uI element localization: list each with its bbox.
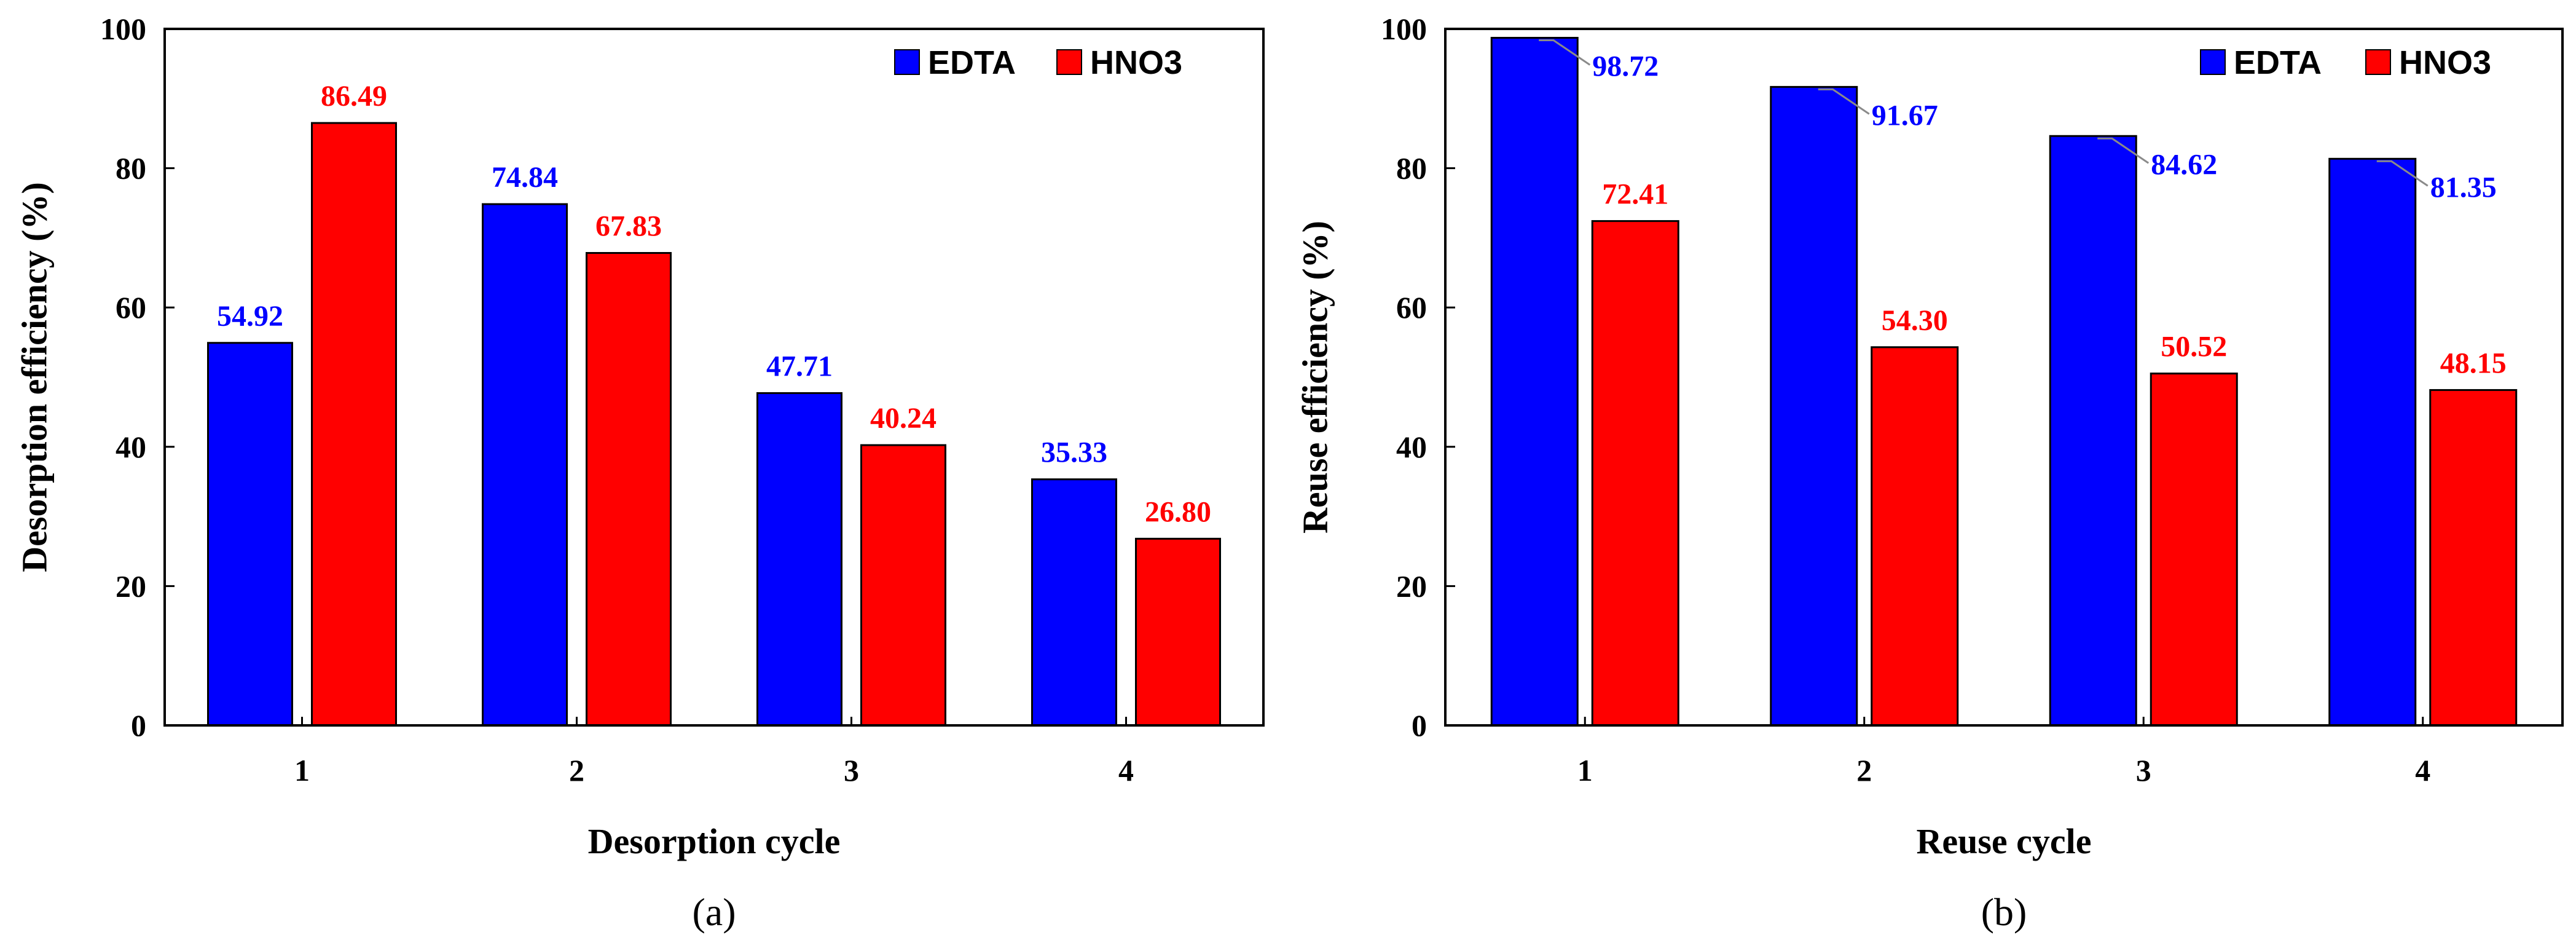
x-tick-label-4: 4 xyxy=(1118,753,1134,787)
bar-edta-1 xyxy=(1490,37,1579,727)
plot-frame xyxy=(1444,28,2564,727)
data-label-edta-3: 47.71 xyxy=(766,350,833,382)
leader-line-3 xyxy=(2097,137,2150,164)
x-tick-label-1: 1 xyxy=(294,753,310,787)
bar-hno3-3 xyxy=(2150,373,2238,727)
bar-hno3-3 xyxy=(860,444,946,727)
bar-hno3-1 xyxy=(1591,220,1679,727)
chart-panel-b: 98.7272.41191.6754.30284.6250.52381.3548… xyxy=(1295,12,2564,934)
y-tick-label-100: 100 xyxy=(1381,12,1427,46)
x-tick-label-3: 3 xyxy=(2136,753,2151,787)
legend-swatch-edta xyxy=(894,49,920,75)
legend-swatch-hno3 xyxy=(2365,49,2391,75)
y-tick-label-0: 0 xyxy=(1412,708,1427,743)
data-label-hno3-4: 26.80 xyxy=(1145,495,1211,528)
y-tick-label-40: 40 xyxy=(116,430,146,464)
x-tick-label-4: 4 xyxy=(2415,753,2430,787)
bar-edta-4 xyxy=(1031,478,1117,727)
y-axis-label: Reuse efficiency (%) xyxy=(1295,221,1335,534)
bar-hno3-1 xyxy=(311,122,397,727)
leader-line-4 xyxy=(2376,160,2429,187)
bar-hno3-4 xyxy=(1135,537,1221,727)
legend-label-edta: EDTA xyxy=(2234,44,2322,81)
legend-label-hno3: HNO3 xyxy=(1090,44,1182,81)
x-axis-label: Reuse cycle xyxy=(1916,821,2091,861)
y-tick-label-20: 20 xyxy=(116,569,146,603)
panel-label: (b) xyxy=(1981,890,2027,934)
panel-label: (a) xyxy=(692,890,736,934)
data-label-edta-4: 35.33 xyxy=(1041,436,1107,469)
bar-edta-2 xyxy=(482,203,568,727)
x-tick-label-2: 2 xyxy=(569,753,584,787)
y-tick-label-100: 100 xyxy=(100,12,146,46)
y-tick-label-80: 80 xyxy=(116,151,146,186)
bar-edta-3 xyxy=(756,392,842,727)
y-axis-label: Desorption efficiency (%) xyxy=(14,182,54,572)
y-tick-label-80: 80 xyxy=(1396,151,1427,186)
x-tick-label-2: 2 xyxy=(1856,753,1872,787)
y-tick-label-20: 20 xyxy=(1396,569,1427,603)
legend-label-hno3: HNO3 xyxy=(2399,44,2491,81)
data-label-hno3-2: 54.30 xyxy=(1882,304,1948,337)
data-label-edta-1: 54.92 xyxy=(217,300,283,333)
x-tick-label-3: 3 xyxy=(844,753,859,787)
bar-edta-1 xyxy=(207,342,293,727)
bar-hno3-2 xyxy=(1871,346,1959,727)
data-label-hno3-1: 86.49 xyxy=(321,80,387,112)
data-label-hno3-2: 67.83 xyxy=(595,210,662,242)
x-tick-label-1: 1 xyxy=(1577,753,1593,787)
data-label-edta-2: 91.67 xyxy=(1872,99,1938,132)
y-tick-label-0: 0 xyxy=(131,708,146,743)
bar-hno3-4 xyxy=(2429,389,2518,727)
plot-frame xyxy=(163,28,1265,727)
data-label-hno3-3: 50.52 xyxy=(2161,331,2227,363)
y-tick-label-40: 40 xyxy=(1396,430,1427,464)
legend-label-edta: EDTA xyxy=(928,44,1016,81)
bar-hno3-2 xyxy=(586,251,672,727)
legend-swatch-edta xyxy=(2200,49,2226,75)
data-label-edta-2: 74.84 xyxy=(492,161,558,194)
bar-edta-4 xyxy=(2328,157,2417,727)
leader-line-2 xyxy=(1818,88,1870,115)
leader-line-1 xyxy=(1539,39,1591,66)
x-axis-label: Desorption cycle xyxy=(588,821,841,861)
data-label-edta-1: 98.72 xyxy=(1592,50,1659,83)
y-tick-label-60: 60 xyxy=(116,290,146,325)
data-label-hno3-1: 72.41 xyxy=(1602,178,1668,211)
legend-swatch-hno3 xyxy=(1056,49,1082,75)
chart-panel-a: 54.92 86.49 1 74.84 67.83 2 47.71 40.24 3 35.33 26… xyxy=(14,12,1265,934)
data-label-hno3-3: 40.24 xyxy=(870,402,937,435)
data-label-edta-3: 84.62 xyxy=(2151,148,2217,181)
bar-edta-3 xyxy=(2049,135,2137,727)
data-label-hno3-4: 48.15 xyxy=(2440,347,2507,379)
bar-edta-2 xyxy=(1770,85,1858,727)
data-label-edta-4: 81.35 xyxy=(2430,171,2497,203)
y-tick-label-60: 60 xyxy=(1396,290,1427,325)
